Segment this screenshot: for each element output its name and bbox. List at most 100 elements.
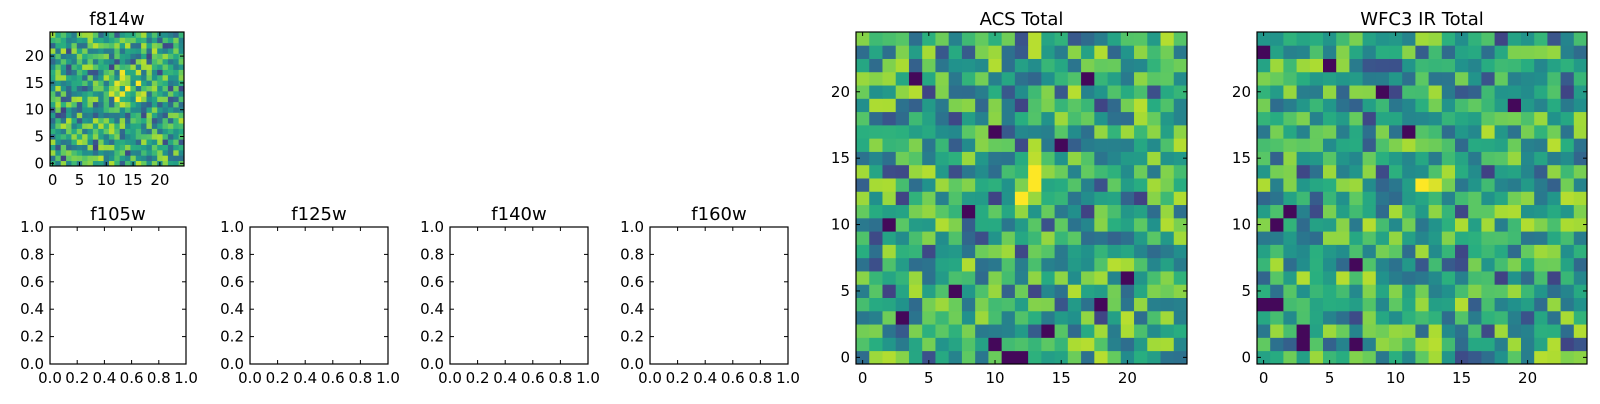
heatmap-cell [988, 350, 1003, 365]
heatmap-cell [130, 139, 137, 145]
heatmap-cell [55, 160, 62, 167]
heatmap-cell [157, 90, 163, 97]
heatmap-cell [1375, 350, 1390, 365]
heatmap-cell [1028, 191, 1042, 206]
heatmap-cell [1323, 85, 1337, 99]
heatmap-cell [1014, 124, 1029, 139]
heatmap-cell [1028, 71, 1042, 86]
heatmap-cell [1389, 231, 1403, 245]
heatmap-cell [882, 310, 897, 325]
heatmap-cell [98, 48, 104, 54]
heatmap-cell [76, 101, 83, 108]
heatmap-cell [1441, 244, 1456, 259]
heatmap-cell [988, 85, 1003, 99]
heatmap-cell [157, 85, 163, 92]
heatmap-cell [162, 90, 169, 97]
heatmap-cell [151, 144, 158, 151]
heatmap-cell [87, 155, 94, 162]
heatmap-cell [869, 32, 883, 46]
heatmap-cell [1107, 284, 1122, 298]
y-tick-label: 0.8 [20, 245, 44, 263]
heatmap-cell [1028, 204, 1042, 219]
heatmap-cell [1120, 178, 1135, 192]
heatmap-cell [1336, 310, 1350, 325]
heatmap-cell [1349, 111, 1363, 126]
heatmap-cell [882, 98, 897, 113]
heatmap-cell [135, 85, 142, 92]
heatmap-cell [1257, 85, 1271, 99]
heatmap-cell [1336, 231, 1350, 245]
heatmap-cell [1375, 297, 1390, 312]
heatmap-cell [1415, 244, 1429, 259]
heatmap-cell [114, 117, 121, 124]
heatmap-cell [1067, 138, 1082, 152]
heatmap-cell [922, 204, 936, 219]
heatmap-cell [1054, 191, 1069, 206]
heatmap-cell [1296, 111, 1311, 126]
heatmap-cell [1283, 45, 1297, 59]
heatmap-cell [1081, 138, 1095, 152]
heatmap-cell [935, 32, 950, 46]
heatmap-cell [1521, 164, 1535, 179]
heatmap-cell [173, 48, 180, 54]
heatmap-cell [1468, 217, 1482, 232]
heatmap-cell [50, 117, 56, 124]
heatmap-cell [869, 45, 883, 59]
heatmap-cell [1534, 337, 1548, 352]
x-tick-label: 1.0 [174, 369, 198, 387]
chart-title: WFC3 IR Total [1360, 9, 1483, 30]
heatmap-cell [1375, 45, 1390, 59]
heatmap-cell [1494, 284, 1509, 298]
heatmap-cell [125, 144, 131, 151]
heatmap-cell [178, 64, 185, 70]
heatmap-cell [1323, 191, 1337, 206]
heatmap-cell [869, 297, 883, 312]
heatmap-cell [108, 69, 115, 76]
heatmap-cell [114, 160, 121, 167]
heatmap-cell [130, 53, 137, 60]
heatmap-cell [1468, 164, 1482, 179]
heatmap-cell [1257, 271, 1271, 285]
heatmap-cell [1081, 85, 1095, 99]
heatmap-cell [60, 155, 67, 162]
heatmap-cell [948, 124, 963, 139]
heatmap-cell [1547, 58, 1561, 73]
heatmap-cell [1257, 191, 1271, 206]
heatmap-cell [1054, 111, 1069, 126]
heatmap-cell [1120, 297, 1135, 312]
heatmap-cell [1415, 85, 1429, 99]
heatmap-cell [87, 58, 94, 65]
heatmap-cell [1428, 98, 1443, 113]
heatmap-cell [125, 90, 131, 97]
heatmap-cell [1375, 324, 1390, 338]
heatmap-cell [935, 337, 950, 352]
heatmap-cell [1415, 138, 1429, 152]
heatmap-cell [1375, 257, 1390, 272]
heatmap-cell [1415, 310, 1429, 325]
y-tick-label: 0.0 [420, 355, 444, 373]
heatmap-cell [66, 160, 72, 167]
heatmap-cell [141, 74, 147, 81]
heatmap-cell [130, 80, 137, 86]
heatmap-cell [1547, 71, 1561, 86]
heatmap-cell [948, 45, 963, 59]
heatmap-cell [935, 244, 950, 259]
heatmap-cell [895, 350, 910, 365]
heatmap-cell [76, 85, 83, 92]
heatmap-cell [1560, 257, 1575, 272]
heatmap-cell [1375, 284, 1390, 298]
heatmap-cell [1362, 310, 1377, 325]
heatmap-cell [1323, 164, 1337, 179]
heatmap-cell [1283, 32, 1297, 46]
heatmap-cell [135, 144, 142, 151]
heatmap-cell [125, 64, 131, 70]
heatmap-cell [125, 80, 131, 86]
heatmap-cell [178, 149, 185, 156]
heatmap-cell [1375, 151, 1390, 166]
heatmap-cell [1547, 98, 1561, 113]
heatmap-cell [87, 42, 94, 49]
heatmap-cell [135, 160, 142, 167]
heatmap-cell [98, 101, 104, 108]
heatmap-cell [98, 69, 104, 76]
